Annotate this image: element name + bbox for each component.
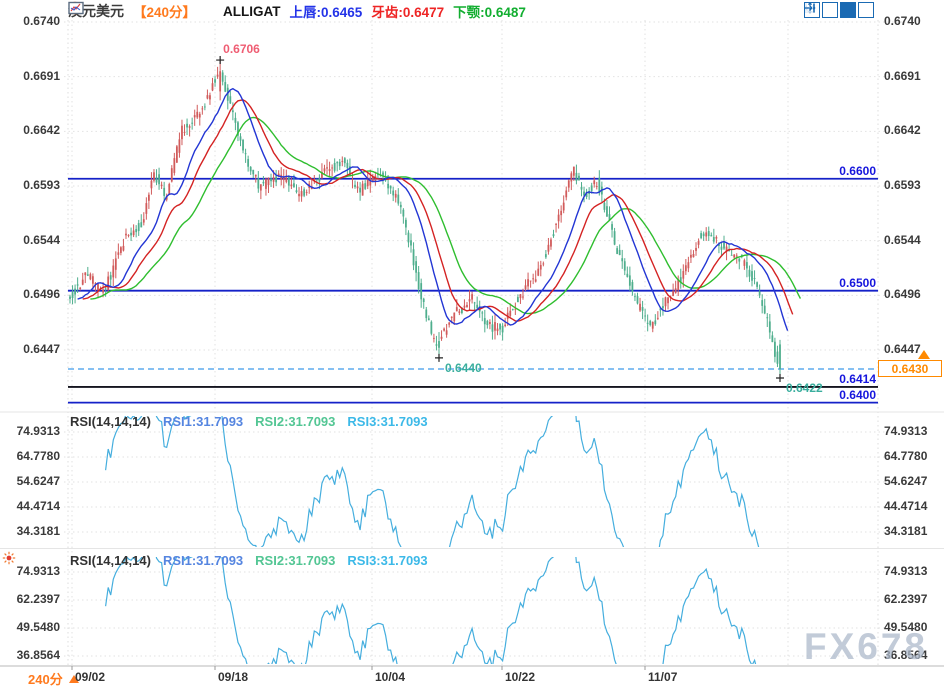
rsi-lower-tick-right: 36.8564 [884, 648, 928, 662]
rsi-upper-tick-right: 74.9313 [884, 424, 928, 438]
rsi-upper-title: RSI(14,14,14) [70, 414, 151, 429]
rsi-lower-tick-right: 74.9313 [884, 564, 928, 578]
rsi-upper-tick-left: 74.9313 [16, 424, 60, 438]
rsi-upper-header: RSI(14,14,14) RSI1:31.7093 RSI2:31.7093 … [70, 414, 428, 429]
rsi-upper-tick-left: 44.4714 [16, 499, 60, 513]
rsi2-value-lower: RSI2:31.7093 [255, 553, 336, 568]
chart-header: 澳元美元 【240分】 ALLIGAT 上唇:0.6465 牙齿:0.6477 … [68, 1, 526, 21]
dropdown-up-triangle-icon [68, 674, 79, 683]
price-axis-tick-left: 0.6642 [23, 123, 60, 138]
rsi-upper-tick-right: 34.3181 [884, 524, 928, 538]
rsi-lower-tick-left: 36.8564 [16, 648, 60, 662]
price-axis-tick-left: 0.6496 [23, 287, 60, 302]
price-annotation: 0.6422 [786, 380, 823, 395]
exit-icon[interactable] [805, 2, 874, 18]
rsi-upper-tick-left: 54.6247 [16, 474, 60, 488]
rsi3-value: RSI3:31.7093 [347, 414, 428, 429]
price-axis-tick-left: 0.6447 [23, 342, 60, 356]
rsi1-value: RSI1:31.7093 [162, 414, 244, 429]
rsi-lower-tick-left: 62.2397 [16, 592, 60, 606]
indicator-name: ALLIGAT [223, 3, 281, 19]
price-axis-tick-right: 0.6447 [884, 342, 921, 356]
scale-x-icon[interactable] [805, 2, 838, 18]
chart-toolbar [804, 2, 874, 18]
rsi2-value: RSI2:31.7093 [255, 414, 336, 429]
price-axis-tick-left: 0.6740 [23, 14, 60, 28]
date-axis-label: 09/18 [218, 670, 249, 684]
alligator-teeth-value: 牙齿:0.6477 [371, 5, 445, 20]
date-axis-label: 10/04 [375, 670, 406, 684]
price-axis-tick-right: 0.6544 [884, 232, 921, 247]
rsi-upper-tick-right: 44.4714 [884, 499, 928, 513]
date-axis-label: 11/07 [648, 670, 678, 684]
price-axis-tick-right: 0.6593 [884, 178, 921, 192]
rsi1-value-lower: RSI1:31.7093 [162, 553, 244, 568]
level-line-label: 0.6414 [839, 371, 876, 386]
alligator-lips-value: 上唇:0.6465 [289, 5, 363, 20]
level-line-label: 0.6600 [839, 163, 876, 178]
rsi-lower-title: RSI(14,14,14) [70, 553, 151, 568]
price-axis-tick-right: 0.6496 [884, 287, 921, 302]
scale-y-icon[interactable] [805, 2, 856, 18]
rsi-upper-tick-right: 64.7780 [884, 449, 928, 463]
level-line-label: 0.6500 [839, 275, 876, 290]
level-line-label: 0.6400 [839, 387, 876, 402]
period-selector[interactable]: 240分 [28, 669, 79, 686]
rsi-lower-header: RSI(14,14,14) RSI1:31.7093 RSI2:31.7093 … [70, 553, 428, 568]
price-axis-tick-left: 0.6544 [23, 232, 60, 247]
date-axis-label: 09/02 [75, 670, 106, 684]
rsi-lower-tick-right: 49.5480 [884, 620, 928, 634]
indicator-settings-sun-icon[interactable] [2, 551, 16, 565]
price-axis-tick-right: 0.6642 [884, 123, 921, 138]
current-price-value: 0.6430 [891, 361, 929, 376]
price-annotation: 0.6440 [444, 360, 482, 375]
rsi-lower-tick-left: 49.5480 [16, 620, 60, 634]
rsi-lower-tick-right: 62.2397 [884, 592, 928, 606]
date-axis-label: 10/22 [505, 670, 536, 684]
rsi-upper-tick-right: 54.6247 [884, 474, 928, 488]
watermark: FX678 [804, 626, 929, 667]
price-axis-tick-right: 0.6691 [884, 68, 921, 83]
current-price-marker: 0.6430 [878, 360, 942, 377]
price-arrow-icon [918, 350, 930, 359]
price-axis-tick-left: 0.6691 [23, 68, 60, 83]
rsi-upper-tick-left: 64.7780 [16, 449, 60, 463]
price-axis-tick-left: 0.6593 [23, 178, 60, 192]
rsi-lower-tick-left: 74.9313 [16, 564, 60, 578]
period-selector-label: 240分 [28, 672, 63, 686]
alligator-jaw-value: 下颚:0.6487 [453, 5, 526, 20]
price-annotation: 0.6706 [223, 42, 260, 57]
rsi3-value-lower: RSI3:31.7093 [347, 553, 428, 568]
rsi-upper-tick-left: 34.3181 [16, 524, 60, 538]
period-label: 【240分】 [133, 5, 197, 20]
price-axis-tick-right: 0.6740 [884, 14, 921, 28]
